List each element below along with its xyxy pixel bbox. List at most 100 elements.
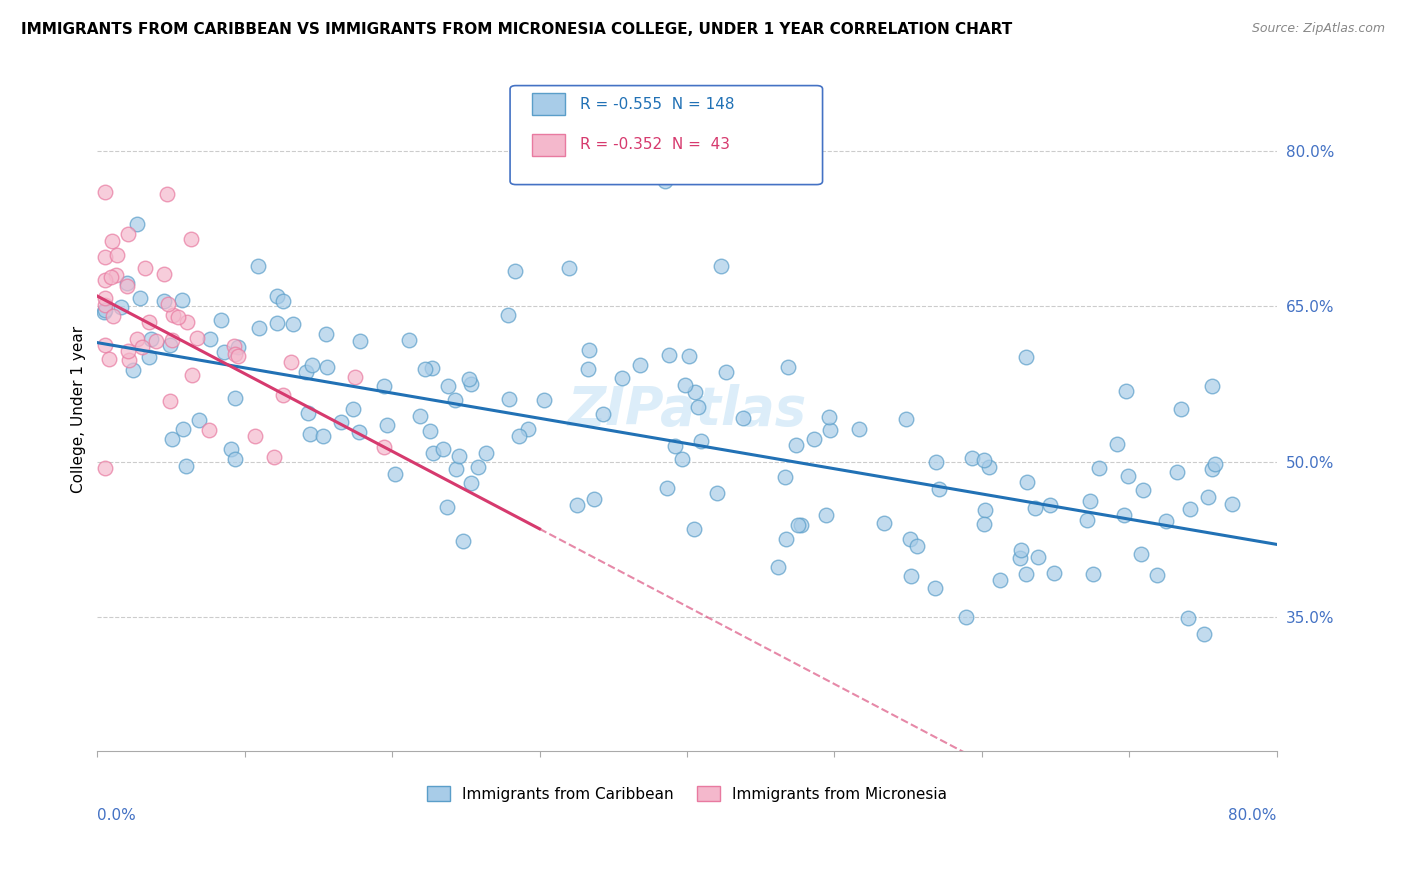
Point <box>444 462 467 476</box>
Text: ZIPatlas: ZIPatlas <box>568 384 807 436</box>
Point <box>517 422 540 436</box>
Point <box>654 174 676 188</box>
Point <box>533 393 555 408</box>
Point <box>685 384 707 399</box>
Point <box>460 376 482 391</box>
Point <box>678 349 700 363</box>
Point <box>145 334 167 348</box>
Point <box>955 609 977 624</box>
Point <box>166 310 188 325</box>
Point <box>153 267 176 281</box>
Point <box>186 331 208 345</box>
Point <box>93 251 115 265</box>
Point <box>212 344 235 359</box>
Point <box>1220 497 1243 511</box>
Point <box>316 359 339 374</box>
Y-axis label: College, Under 1 year: College, Under 1 year <box>72 326 86 493</box>
Point <box>1115 384 1137 398</box>
Point <box>1026 549 1049 564</box>
Point <box>125 217 148 231</box>
Point <box>1043 566 1066 580</box>
Point <box>159 338 181 352</box>
Point <box>1076 513 1098 527</box>
Point <box>706 485 728 500</box>
Point <box>101 234 124 248</box>
Point <box>160 333 183 347</box>
Point <box>818 409 841 424</box>
Point <box>159 393 181 408</box>
Point <box>219 442 242 457</box>
Text: R = -0.555  N = 148: R = -0.555 N = 148 <box>579 96 734 112</box>
Point <box>246 259 269 273</box>
Point <box>773 469 796 483</box>
Point <box>349 334 371 349</box>
Point <box>174 459 197 474</box>
Point <box>1039 498 1062 512</box>
Point <box>384 467 406 481</box>
Point <box>153 293 176 308</box>
Point <box>94 338 117 352</box>
Point <box>224 339 246 353</box>
Point <box>101 310 124 324</box>
Point <box>610 370 633 384</box>
Point <box>1180 502 1202 516</box>
Point <box>925 455 948 469</box>
Point <box>409 409 432 423</box>
Point <box>110 300 132 314</box>
Point <box>960 450 983 465</box>
Point <box>447 450 470 464</box>
Point <box>1146 567 1168 582</box>
Point <box>436 500 458 514</box>
Point <box>974 502 997 516</box>
Point <box>803 433 825 447</box>
Point <box>297 406 319 420</box>
Text: 80.0%: 80.0% <box>1229 808 1277 823</box>
Point <box>398 334 420 348</box>
Point <box>198 423 221 437</box>
Point <box>1078 493 1101 508</box>
Point <box>330 416 353 430</box>
Point <box>576 362 599 376</box>
Point <box>467 460 489 475</box>
Point <box>301 358 323 372</box>
Point <box>710 260 733 274</box>
Point <box>731 411 754 425</box>
Point <box>873 516 896 530</box>
Point <box>224 347 246 361</box>
Point <box>298 427 321 442</box>
Point <box>988 573 1011 587</box>
Point <box>682 523 704 537</box>
Point <box>226 340 249 354</box>
Point <box>1112 508 1135 522</box>
Point <box>688 400 710 414</box>
Point <box>905 539 928 553</box>
Point <box>1088 461 1111 475</box>
Point <box>94 303 117 318</box>
Point <box>117 353 139 368</box>
Point <box>432 442 454 457</box>
Point <box>1154 514 1177 528</box>
Point <box>224 391 246 405</box>
Point <box>295 365 318 379</box>
Point <box>172 293 194 307</box>
Point <box>157 297 180 311</box>
Point <box>1204 458 1226 472</box>
Point <box>1014 351 1036 365</box>
Point <box>578 343 600 358</box>
Point <box>343 369 366 384</box>
Point <box>117 227 139 241</box>
Point <box>1129 547 1152 561</box>
Point <box>209 313 232 327</box>
Point <box>315 326 337 341</box>
Point <box>444 392 467 407</box>
Point <box>1116 469 1139 483</box>
Point <box>567 499 589 513</box>
Point <box>263 450 285 465</box>
Point <box>474 446 496 460</box>
Point <box>162 308 184 322</box>
Point <box>93 460 115 475</box>
Point <box>714 365 737 379</box>
Point <box>664 438 686 452</box>
Point <box>138 315 160 329</box>
Point <box>1107 437 1129 451</box>
